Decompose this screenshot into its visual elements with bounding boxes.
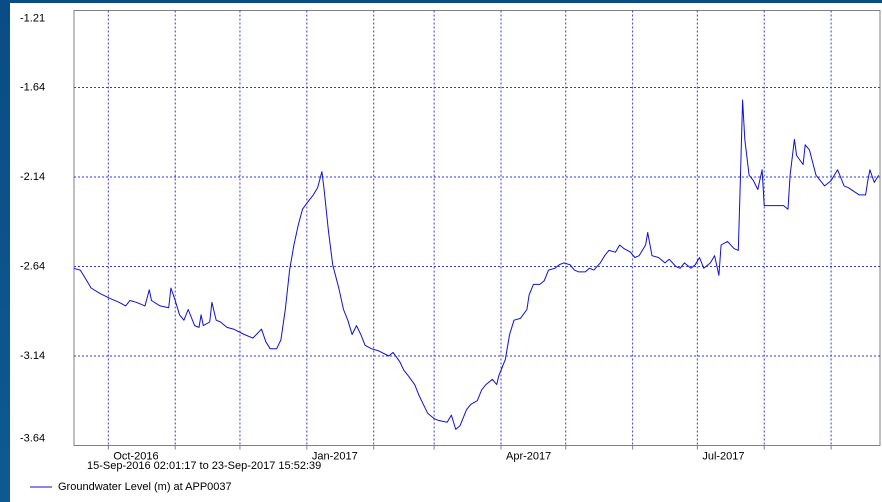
y-tick-label: -1.21	[20, 12, 45, 24]
x-tick-label: Jul-2017	[702, 450, 744, 462]
y-tick-label: -2.14	[20, 171, 45, 183]
panel	[10, 3, 882, 502]
x-tick-label: Jan-2017	[312, 450, 358, 462]
x-tick-label: Oct-2016	[113, 450, 158, 462]
y-tick-label: -3.14	[20, 350, 45, 362]
plot-frame	[73, 10, 881, 446]
legend-label: Groundwater Level (m) at APP0037	[58, 481, 232, 493]
chart-subtitle: 15-Sep-2016 02:01:17 to 23-Sep-2017 15:5…	[87, 460, 321, 472]
y-tick-label: -1.64	[20, 81, 45, 93]
data-line	[73, 99, 880, 430]
y-tick-label: -3.64	[20, 432, 45, 444]
y-tick-label: -2.64	[20, 260, 45, 272]
x-tick-label: Apr-2017	[506, 450, 551, 462]
